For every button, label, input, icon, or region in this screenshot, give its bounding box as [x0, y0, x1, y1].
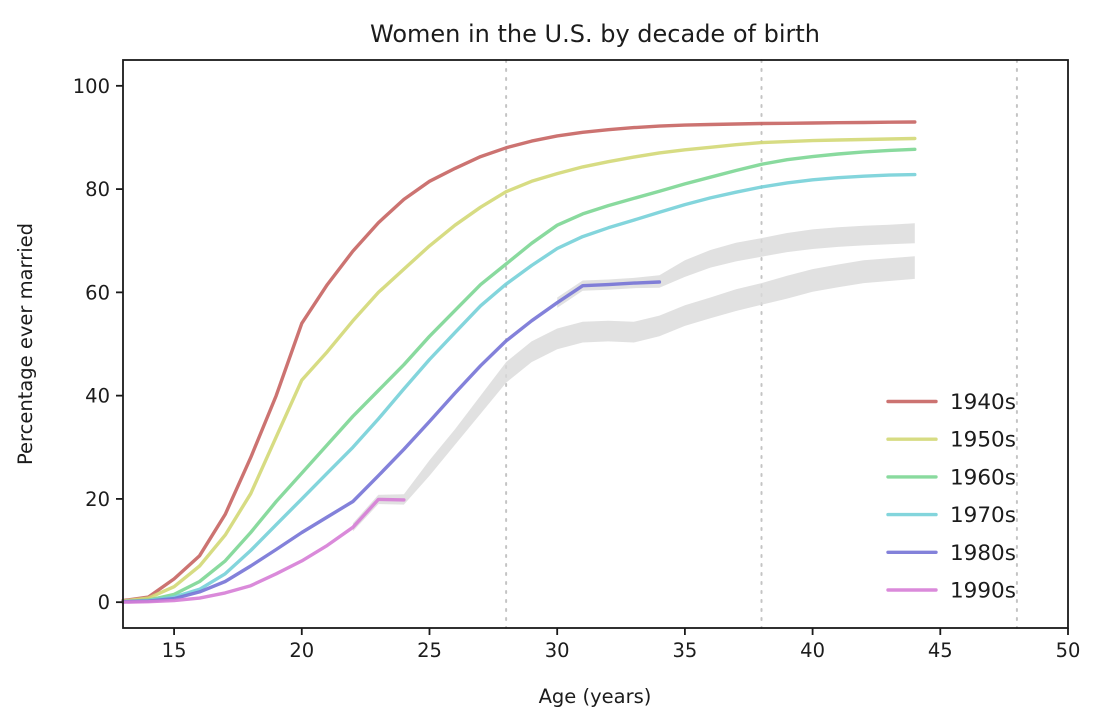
- x-tick-label-45: 45: [928, 639, 953, 662]
- projection-band-1980s: [557, 223, 915, 308]
- x-tick-label-25: 25: [417, 639, 442, 662]
- series-line-1960s: [121, 147, 917, 604]
- x-tick-label-50: 50: [1056, 639, 1081, 662]
- legend-label-1950s: 1950s: [950, 428, 1016, 453]
- projection-bands: [352, 223, 915, 532]
- x-tick-label-15: 15: [162, 639, 187, 662]
- y-tick-label-80: 80: [85, 178, 110, 201]
- axes: 15 20 25 30 35 40 45 50 0 20 40 60 80 100: [73, 59, 1081, 662]
- y-tick-label-60: 60: [85, 281, 110, 304]
- legend-label-1940s: 1940s: [950, 390, 1016, 415]
- legend-label-1980s: 1980s: [950, 541, 1016, 566]
- chart-title: Women in the U.S. by decade of birth: [370, 20, 820, 48]
- series-line-1990s: [121, 497, 406, 604]
- legend-label-1960s: 1960s: [950, 465, 1016, 490]
- y-axis-label: Percentage ever married: [14, 223, 37, 465]
- series-line-1950s: [121, 136, 917, 603]
- x-tick-label-30: 30: [545, 639, 570, 662]
- projection-band-1990s: [352, 256, 915, 532]
- legend-label-1990s: 1990s: [950, 579, 1016, 604]
- series-line-1980s: [121, 280, 662, 604]
- y-tick-label-20: 20: [85, 488, 110, 511]
- legend: 1940s 1950s 1960s 1970s 1980s 1990s: [886, 390, 1016, 604]
- y-tick-label-100: 100: [73, 75, 110, 98]
- y-tick-label-40: 40: [85, 385, 110, 408]
- legend-label-1970s: 1970s: [950, 503, 1016, 528]
- series-line-1970s: [121, 172, 917, 604]
- x-axis-label: Age (years): [539, 685, 652, 708]
- x-tick-label-35: 35: [672, 639, 697, 662]
- reference-vlines: [505, 59, 1018, 629]
- y-tick-label-0: 0: [98, 591, 110, 614]
- series-lines: [121, 120, 917, 604]
- x-tick-label-20: 20: [289, 639, 314, 662]
- plot-border: [122, 59, 1069, 629]
- series-line-1940s: [121, 120, 917, 603]
- x-tick-label-40: 40: [800, 639, 825, 662]
